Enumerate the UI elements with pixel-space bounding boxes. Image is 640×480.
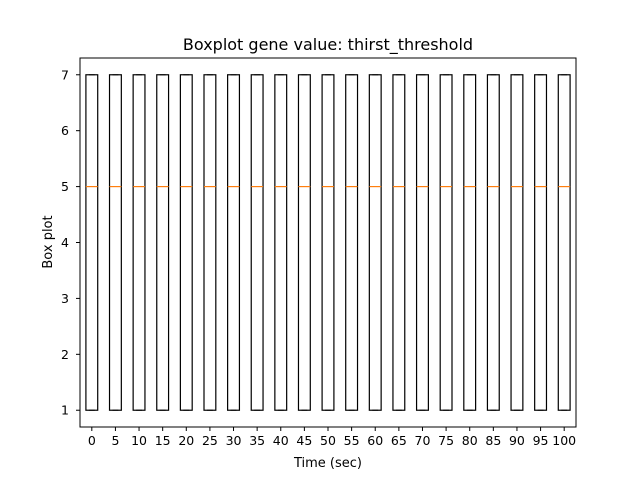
box-45: [297, 74, 311, 411]
x-tick-label: 100: [552, 433, 576, 448]
box-70: [415, 74, 429, 411]
box-body: [557, 74, 571, 411]
box-body: [392, 74, 406, 411]
box-body: [345, 74, 359, 411]
x-tick-label: 30: [226, 433, 242, 448]
x-tick-label: 95: [533, 433, 549, 448]
x-axis-label: Time (sec): [293, 456, 362, 471]
y-tick-label: 7: [61, 67, 69, 82]
y-tick-label: 5: [61, 179, 69, 194]
box-body: [463, 74, 477, 411]
x-tick-label: 15: [155, 433, 171, 448]
x-tick-label: 70: [415, 433, 431, 448]
box-body: [132, 74, 146, 411]
box-body: [85, 74, 99, 411]
box-90: [510, 74, 524, 411]
x-tick-label: 75: [438, 433, 454, 448]
box-55: [345, 74, 359, 411]
y-tick-label: 1: [61, 403, 69, 418]
box-15: [156, 74, 170, 411]
x-tick-label: 25: [202, 433, 218, 448]
x-tick-label: 65: [391, 433, 407, 448]
x-tick-label: 55: [344, 433, 360, 448]
x-tick-label: 85: [485, 433, 501, 448]
x-tick-label: 20: [178, 433, 194, 448]
box-10: [132, 74, 146, 411]
y-tick-label: 4: [61, 235, 69, 250]
y-axis-label: Box plot: [41, 215, 56, 268]
box-body: [108, 74, 122, 411]
box-30: [227, 74, 241, 411]
x-tick-label: 0: [88, 433, 96, 448]
x-tick-label: 40: [273, 433, 289, 448]
y-tick-label: 3: [61, 291, 69, 306]
box-85: [486, 74, 500, 411]
box-body: [439, 74, 453, 411]
box-95: [534, 74, 548, 411]
box-body: [203, 74, 217, 411]
x-tick-label: 35: [249, 433, 265, 448]
plot-area: [85, 74, 571, 411]
box-25: [203, 74, 217, 411]
box-40: [274, 74, 288, 411]
x-axis: 0 5 10 15 20 25 30 35 40 45 50 55 60 65 70 75 80 85 90 95 10…: [88, 427, 576, 448]
box-body: [321, 74, 335, 411]
box-65: [392, 74, 406, 411]
box-body: [179, 74, 193, 411]
x-tick-label: 60: [367, 433, 383, 448]
box-80: [463, 74, 477, 411]
box-35: [250, 74, 264, 411]
box-0: [85, 74, 99, 411]
box-body: [227, 74, 241, 411]
box-50: [321, 74, 335, 411]
x-tick-label: 50: [320, 433, 336, 448]
x-tick-label: 5: [111, 433, 119, 448]
box-20: [179, 74, 193, 411]
box-5: [108, 74, 122, 411]
y-axis: 1 2 3 4 5 6 7: [61, 67, 80, 418]
x-tick-label: 45: [296, 433, 312, 448]
box-60: [368, 74, 382, 411]
box-body: [415, 74, 429, 411]
box-body: [250, 74, 264, 411]
y-tick-label: 6: [61, 123, 69, 138]
x-tick-label: 80: [462, 433, 478, 448]
box-body: [368, 74, 382, 411]
x-tick-label: 90: [509, 433, 525, 448]
box-75: [439, 74, 453, 411]
box-body: [156, 74, 170, 411]
chart-title: Boxplot gene value: thirst_threshold: [183, 35, 473, 55]
box-body: [534, 74, 548, 411]
y-tick-label: 2: [61, 347, 69, 362]
box-body: [297, 74, 311, 411]
box-body: [274, 74, 288, 411]
box-body: [510, 74, 524, 411]
x-tick-label: 10: [131, 433, 147, 448]
box-100: [557, 74, 571, 411]
box-body: [486, 74, 500, 411]
